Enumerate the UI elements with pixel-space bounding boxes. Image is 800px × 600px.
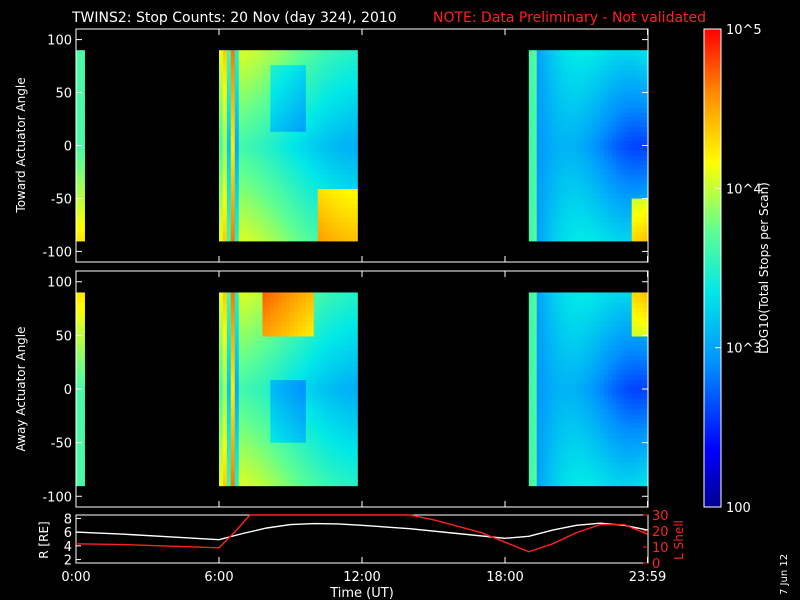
y-tick-label: -100 bbox=[42, 245, 72, 260]
date-stamp: 7 Jun 12 bbox=[779, 554, 790, 595]
lshell-axis-label: L Shell bbox=[672, 520, 686, 560]
toward-axis-label: Toward Actuator Angle bbox=[14, 77, 28, 213]
colorbar-tick-label: 100 bbox=[726, 501, 751, 516]
y-tick-label: 50 bbox=[55, 329, 72, 344]
lshell-series-line bbox=[75, 514, 648, 553]
lshell-tick-label: 20 bbox=[652, 525, 669, 540]
colorbar-gradient bbox=[703, 28, 722, 508]
y-tick-label: 0 bbox=[64, 140, 72, 155]
x-tick-label: 6:00 bbox=[204, 570, 233, 585]
away-heatmap-data bbox=[76, 292, 649, 487]
colorbar-tick-label: 10^5 bbox=[726, 23, 762, 38]
y-tick-label: 100 bbox=[47, 34, 72, 49]
x-tick-label: 0:00 bbox=[61, 570, 90, 585]
colorbar-tick-label: 10^3 bbox=[726, 342, 762, 357]
r-tick-label: 2 bbox=[64, 554, 72, 569]
preliminary-note: NOTE: Data Preliminary - Not validated bbox=[433, 10, 706, 26]
y-tick-label: 50 bbox=[55, 87, 72, 102]
colorbar-tick-label: 10^4 bbox=[726, 182, 762, 197]
time-axis-label: Time (UT) bbox=[329, 586, 394, 600]
r-tick-label: 6 bbox=[64, 526, 72, 541]
y-tick-label: -50 bbox=[51, 437, 72, 452]
lshell-tick-label: 0 bbox=[652, 557, 660, 572]
chart-title: TWINS2: Stop Counts: 20 Nov (day 324), 2… bbox=[71, 10, 397, 26]
colorbar-label: LOG10(Total Stops per Scan) bbox=[757, 182, 771, 354]
away-axis-label: Away Actuator Angle bbox=[14, 326, 28, 451]
x-tick-label: 18:00 bbox=[486, 570, 523, 585]
toward-heatmap-data bbox=[76, 50, 649, 242]
r-tick-label: 4 bbox=[64, 540, 72, 555]
r-series-line bbox=[75, 522, 648, 541]
y-tick-label: 100 bbox=[47, 276, 72, 291]
y-tick-label: 0 bbox=[64, 383, 72, 398]
x-tick-label: 12:00 bbox=[343, 570, 380, 585]
toward-heatmap-panel: 100 50 0 -50 -100 Toward Actuator Angle bbox=[14, 28, 649, 263]
colorbar: 10^5 10^4 10^3 100 LOG10(Total Stops per Sc… bbox=[703, 23, 771, 516]
away-heatmap-panel: 100 50 0 -50 -100 Away Actuator Angle bbox=[14, 270, 649, 508]
lshell-tick-label: 10 bbox=[652, 541, 669, 556]
r-axis-label: R [RE] bbox=[37, 521, 51, 558]
r-tick-label: 8 bbox=[64, 512, 72, 527]
lshell-tick-label: 30 bbox=[652, 509, 669, 524]
x-tick-label: 23:59 bbox=[629, 570, 666, 585]
y-tick-label: -50 bbox=[51, 192, 72, 207]
y-tick-label: -100 bbox=[42, 490, 72, 505]
